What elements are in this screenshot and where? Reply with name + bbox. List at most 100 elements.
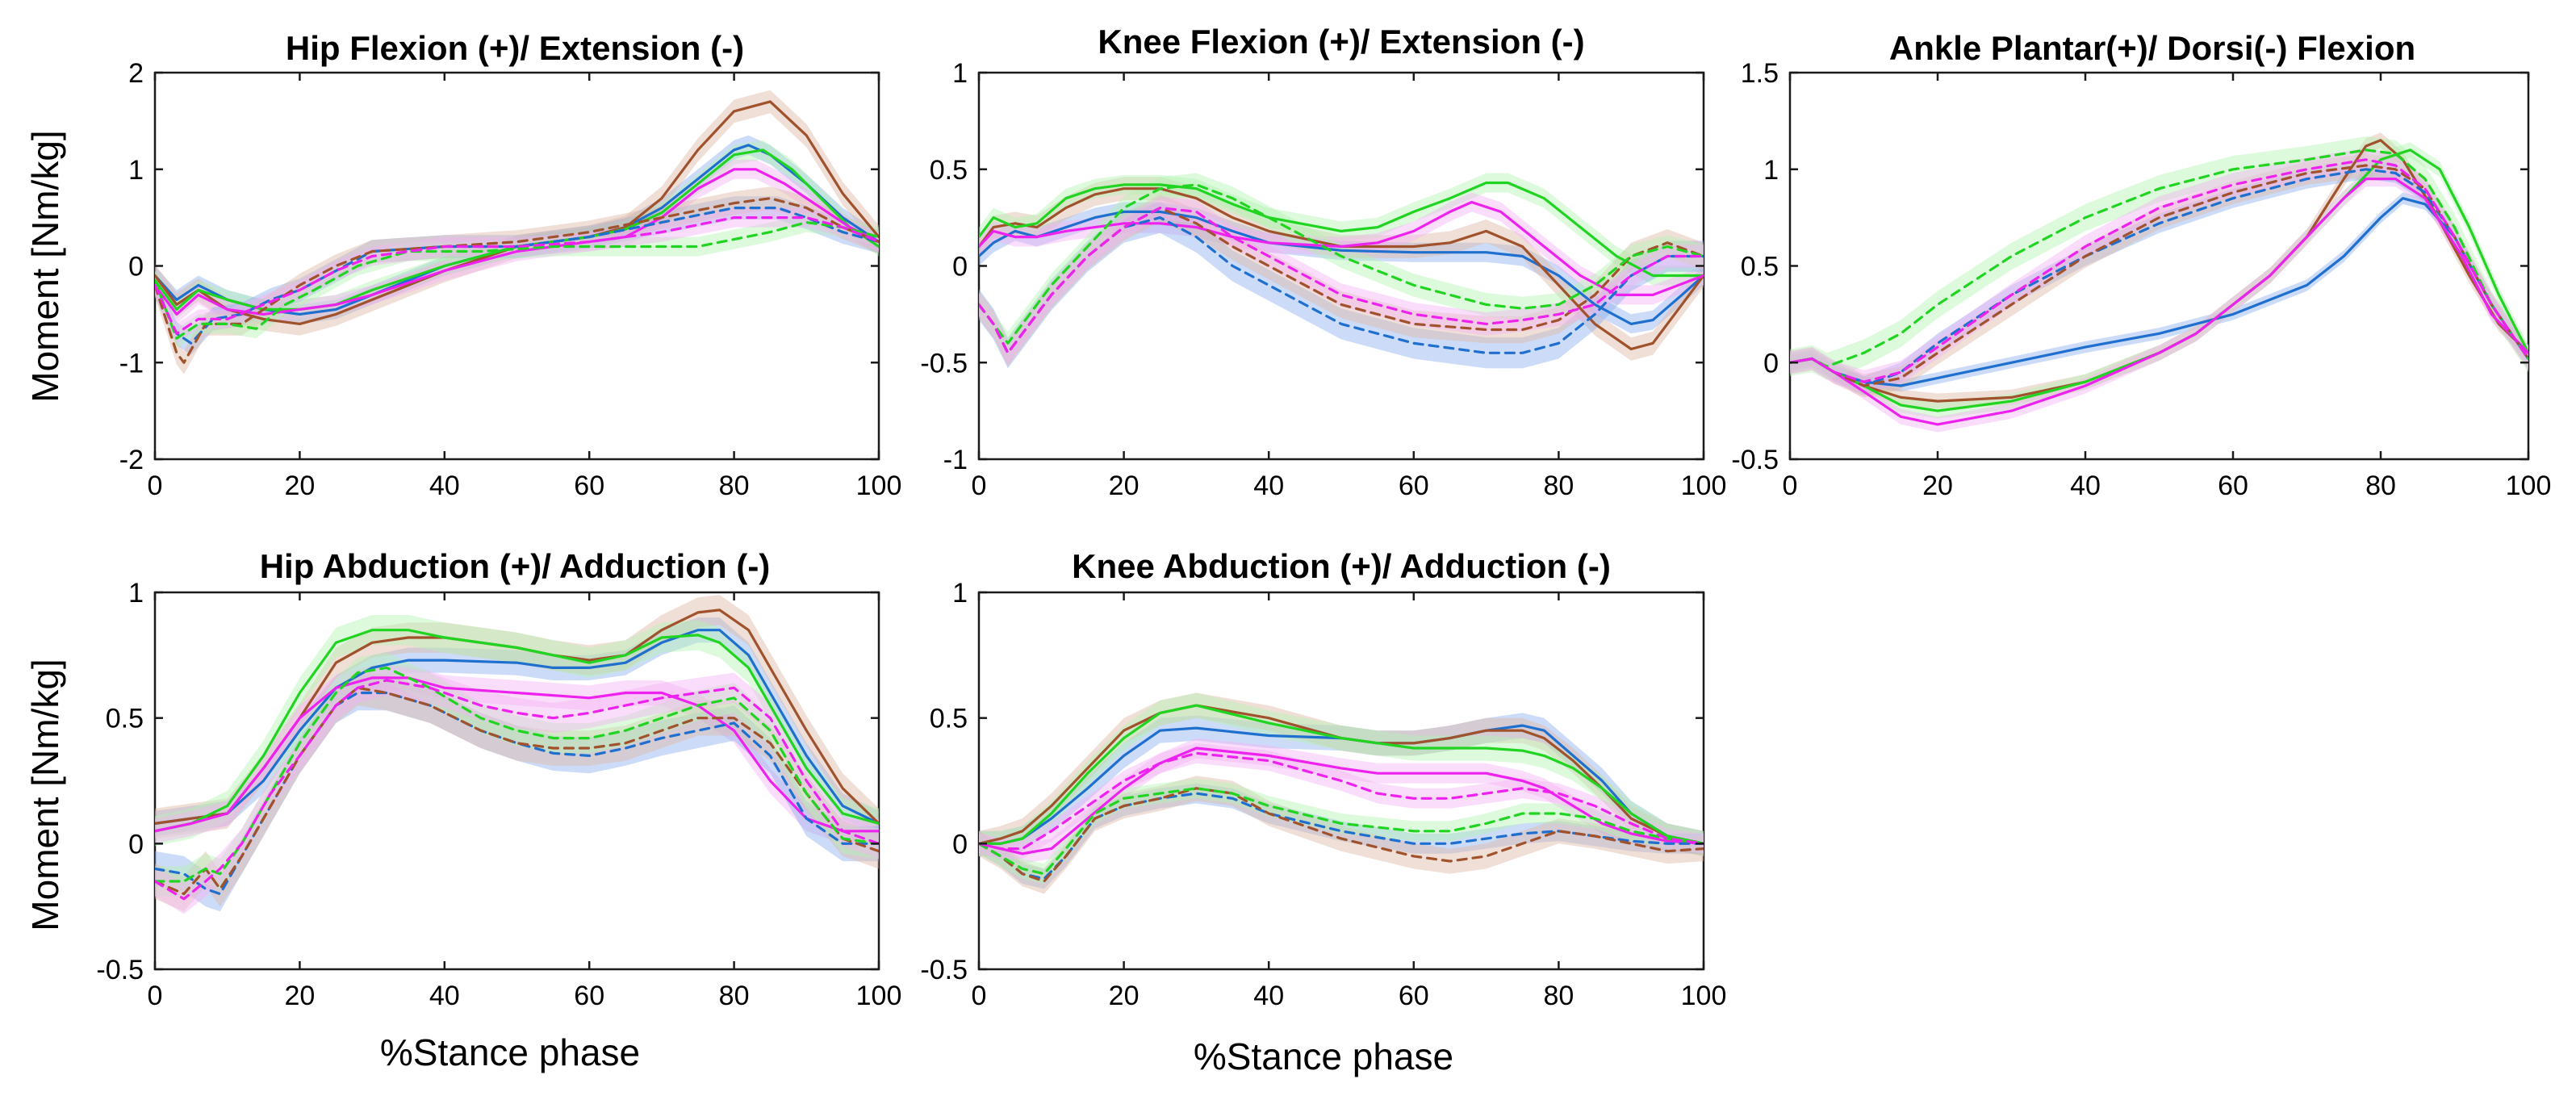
sd-band-brown-dashed bbox=[1790, 153, 2528, 398]
sd-band-brown-dashed bbox=[155, 186, 879, 374]
sd-band-blue-dashed bbox=[155, 675, 879, 912]
sd-band-magenta-dashed bbox=[155, 665, 879, 914]
panel-title: Knee Abduction (+)/ Adduction (-) bbox=[1072, 547, 1611, 585]
y-tick-label: 1 bbox=[128, 578, 144, 609]
axes-frame bbox=[153, 591, 880, 971]
x-tick-label: 100 bbox=[856, 981, 902, 1011]
y-tick-label: 0 bbox=[952, 252, 968, 282]
series-group bbox=[979, 692, 1704, 894]
sd-band-magenta-solid bbox=[979, 738, 1704, 864]
series-group bbox=[1790, 132, 2528, 433]
y-tick-label: -1 bbox=[119, 348, 144, 379]
x-tick-label: 20 bbox=[1109, 981, 1140, 1011]
y-tick-label: -0.5 bbox=[96, 955, 144, 985]
x-tick-label: 40 bbox=[1253, 471, 1284, 501]
sd-band-magenta-dashed bbox=[155, 207, 879, 344]
panel-hip-flexion: Hip Flexion (+)/ Extension (-) 0 20 40 60 80… bbox=[119, 29, 902, 501]
series-line-blue-dashed bbox=[979, 216, 1704, 354]
series-group bbox=[979, 173, 1704, 369]
sd-band-green-dashed bbox=[1790, 136, 2528, 380]
y-tick-label: 1 bbox=[128, 155, 144, 186]
panel-title: Hip Abduction (+)/ Adduction (-) bbox=[260, 547, 771, 585]
x-tick-label: 80 bbox=[2365, 471, 2396, 501]
y-tick-label: -0.5 bbox=[1731, 445, 1779, 475]
series-line-green-solid bbox=[979, 704, 1704, 845]
sd-band-green-dashed bbox=[155, 652, 879, 897]
y-tick-label: -0.5 bbox=[920, 348, 968, 379]
sd-band-green-solid bbox=[155, 615, 879, 847]
x-tick-label: 60 bbox=[2218, 471, 2248, 501]
series-line-magenta-dashed bbox=[979, 207, 1704, 354]
series-line-brown-dashed bbox=[155, 197, 879, 364]
series-line-green-dashed bbox=[155, 221, 879, 340]
sd-band-brown-dashed bbox=[155, 670, 879, 912]
sd-band-magenta-dashed bbox=[979, 742, 1704, 859]
plot-area: 0 20 40 60 80 100-0.500.51 bbox=[920, 578, 1726, 1011]
series-group bbox=[155, 90, 879, 374]
y-tick-label: 0.5 bbox=[106, 704, 144, 734]
x-tick-label: 60 bbox=[1399, 471, 1429, 501]
series-line-brown-dashed bbox=[979, 787, 1704, 883]
y-tick-label: 0 bbox=[952, 829, 968, 860]
sd-band-blue-solid bbox=[979, 202, 1704, 334]
panel-hip-abduction: Hip Abduction (+)/ Adduction (-) 0 20 40 60… bbox=[96, 547, 901, 1011]
series-line-magenta-dashed bbox=[155, 216, 879, 335]
series-line-green-solid bbox=[979, 181, 1704, 278]
series-line-brown-dashed bbox=[979, 207, 1704, 354]
x-tick-label: 100 bbox=[1681, 981, 1727, 1011]
x-tick-label: 40 bbox=[2070, 471, 2101, 501]
x-tick-label: 40 bbox=[429, 471, 460, 501]
x-tick-label: 20 bbox=[284, 981, 315, 1011]
x-tick-label: 20 bbox=[1109, 471, 1140, 501]
sd-band-magenta-dashed bbox=[979, 196, 1704, 365]
series-line-magenta-dashed bbox=[155, 679, 879, 901]
series-line-magenta-solid bbox=[979, 200, 1704, 296]
series-line-green-dashed bbox=[155, 666, 879, 883]
y-axis-label-top: Moment [Nm/kg] bbox=[24, 130, 66, 402]
x-tick-label: 60 bbox=[1399, 981, 1429, 1011]
panel-ankle-flexion: Ankle Plantar(+)/ Dorsi(-) Flexion 0 20 40… bbox=[1731, 29, 2551, 501]
y-tick-label: 0 bbox=[128, 252, 144, 282]
axes-frame bbox=[977, 71, 1705, 461]
series-line-green-dashed bbox=[1790, 148, 2528, 368]
x-tick-label: 20 bbox=[1922, 471, 1953, 501]
panel-knee-abduction: Knee Abduction (+)/ Adduction (-) 0 20 40 6… bbox=[920, 547, 1726, 1011]
series-line-blue-solid bbox=[155, 629, 879, 825]
series-line-green-solid bbox=[155, 629, 879, 833]
sd-band-green-dashed bbox=[979, 173, 1704, 355]
series-line-magenta-dashed bbox=[979, 751, 1704, 851]
sd-band-green-dashed bbox=[979, 778, 1704, 885]
series-line-magenta-solid bbox=[1790, 178, 2528, 426]
y-tick-label: 1 bbox=[952, 58, 968, 89]
plot-area: 0 20 40 60 80 100 -2 -1 0 1 2 bbox=[119, 58, 902, 501]
x-tick-label: 60 bbox=[574, 981, 604, 1011]
sd-band-magenta-solid bbox=[155, 159, 879, 324]
series-line-blue-solid bbox=[1790, 197, 2528, 387]
sd-band-magenta-solid bbox=[155, 665, 879, 844]
x-tick-label: 20 bbox=[284, 471, 315, 501]
panel-title: Knee Flexion (+)/ Extension (-) bbox=[1098, 23, 1584, 61]
x-tick-label: 60 bbox=[574, 471, 604, 501]
x-axis-label-right: %Stance phase bbox=[1194, 1035, 1453, 1077]
y-tick-label: 0.5 bbox=[1741, 252, 1779, 282]
x-tick-label: 0 bbox=[148, 981, 163, 1011]
x-tick-label: 80 bbox=[1543, 981, 1574, 1011]
x-tick-label: 100 bbox=[1681, 471, 1727, 501]
y-tick-label: 0 bbox=[128, 829, 144, 860]
panel-knee-flexion: Knee Flexion (+)/ Extension (-) 0 20 40 60 8… bbox=[920, 23, 1726, 501]
panel-title: Ankle Plantar(+)/ Dorsi(-) Flexion bbox=[1889, 29, 2415, 67]
sd-band-blue-dashed bbox=[155, 196, 879, 355]
y-tick-label: 1 bbox=[952, 578, 968, 609]
panel-title: Hip Flexion (+)/ Extension (-) bbox=[286, 29, 744, 67]
y-tick-label: 1.5 bbox=[1741, 58, 1779, 89]
axes-frame bbox=[1788, 71, 2530, 461]
plot-area: 0 20 40 60 80 100-0.500.51 bbox=[96, 578, 901, 1011]
y-tick-label: 0 bbox=[1763, 348, 1779, 379]
y-axis-label-bottom: Moment [Nm/kg] bbox=[24, 659, 66, 931]
sd-band-blue-dashed bbox=[979, 202, 1704, 369]
sd-band-brown-solid bbox=[979, 177, 1704, 361]
y-tick-label: -0.5 bbox=[920, 955, 968, 985]
y-tick-label: 2 bbox=[128, 58, 144, 89]
sd-band-green-solid bbox=[979, 173, 1704, 286]
